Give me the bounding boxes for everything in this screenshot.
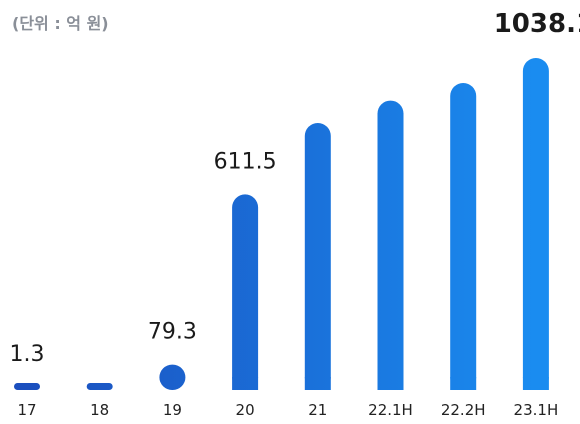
bar-23.1H — [522, 58, 549, 390]
x-tick-label-20: 20 — [236, 401, 255, 419]
bar-18 — [86, 383, 113, 390]
bar-19 — [159, 364, 186, 390]
data-labels-group: 1.3 79.3 611.5 1038.1 — [10, 9, 580, 367]
bar-22.2H — [450, 82, 477, 391]
bar-17 — [14, 383, 40, 390]
bar-base-21 — [304, 377, 331, 390]
bar-22.1H — [377, 100, 404, 390]
bar-base-22.1H — [377, 377, 404, 390]
x-tick-label-19: 19 — [163, 401, 182, 419]
data-label-23.1H: 1038.1 — [494, 9, 580, 39]
data-label-20: 611.5 — [214, 149, 277, 174]
bar-base-22.2H — [450, 377, 477, 390]
bar-base-20 — [232, 377, 259, 390]
category-labels-group: 17 18 19 20 21 22.1H 22.2H 23.1H — [17, 401, 558, 419]
bar-21 — [304, 122, 331, 390]
x-tick-label-21: 21 — [308, 401, 327, 419]
unit-label: (단위 : 억 원) — [12, 14, 109, 33]
data-label-17: 1.3 — [10, 342, 45, 367]
bars-group — [14, 58, 549, 391]
x-tick-label-23.1H: 23.1H — [514, 401, 559, 419]
x-tick-label-22.1H: 22.1H — [368, 401, 413, 419]
bar-20 — [232, 194, 259, 390]
data-label-19: 79.3 — [148, 320, 197, 345]
x-tick-label-22.2H: 22.2H — [441, 401, 486, 419]
x-tick-label-17: 17 — [17, 401, 36, 419]
bar-base-23.1H — [522, 377, 549, 390]
x-tick-label-18: 18 — [90, 401, 109, 419]
